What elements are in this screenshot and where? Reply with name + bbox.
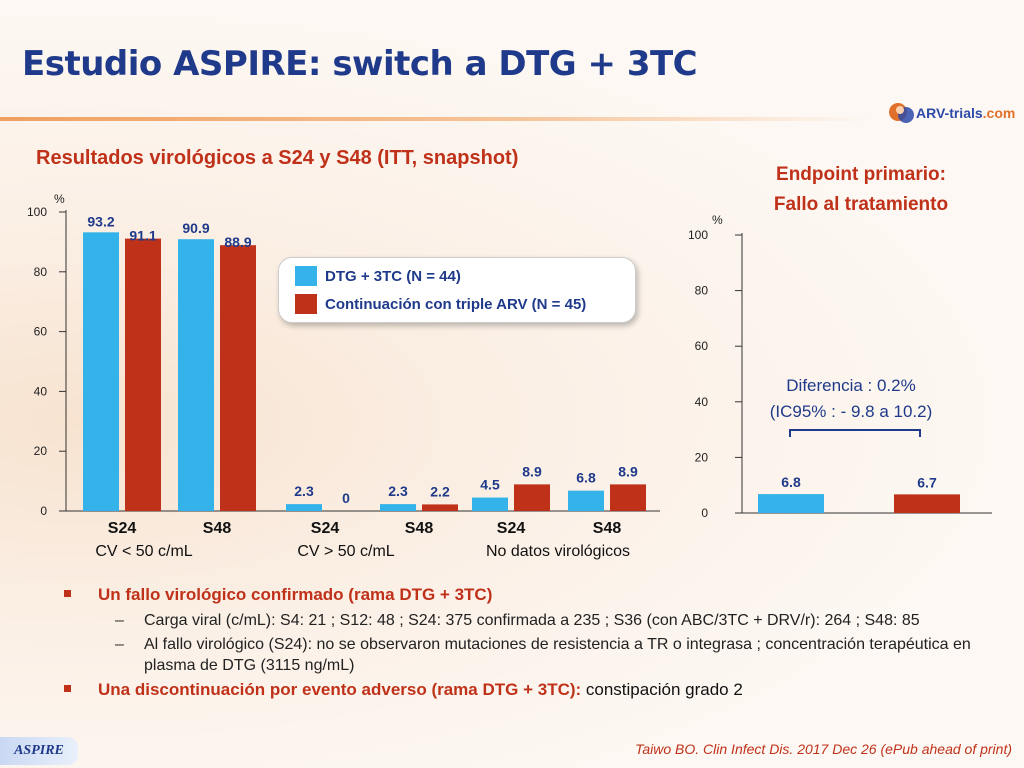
bullet-2-bold: Una discontinuación por evento adverso (…	[98, 680, 582, 699]
arv-trials-logo-icon	[889, 103, 914, 123]
endpoint-y-axis-unit: %	[712, 213, 723, 227]
endpoint-bar-triple	[894, 494, 960, 513]
group-label: CV > 50 c/mL	[297, 543, 394, 560]
data-label-triple: 8.9	[522, 463, 542, 479]
bar-dtg	[178, 239, 214, 512]
y-tick-label: 100	[27, 205, 47, 219]
y-tick-label: 20	[34, 444, 48, 458]
bar-dtg	[286, 504, 322, 511]
y-axis-unit: %	[54, 192, 65, 206]
difference-bracket	[789, 429, 921, 437]
group-label: CV < 50 c/mL	[95, 543, 192, 560]
bar-triple	[610, 484, 646, 511]
sub-bullet-viral-load: – Carga viral (c/mL): S4: 21 ; S12: 48 ;…	[60, 610, 1000, 631]
legend-swatch-dtg	[295, 266, 317, 286]
bullet-square-icon	[64, 685, 71, 692]
legend-item-dtg: DTG + 3TC (N = 44)	[295, 266, 461, 286]
logo-main: ARV-trials	[916, 105, 983, 121]
endpoint-y-tick-label: 40	[695, 395, 709, 409]
sub-bullet-resistance: – Al fallo virológico (S24): no se obser…	[60, 634, 1000, 676]
data-label-triple: 88.9	[224, 234, 251, 250]
sub-bullet-2-text: Al fallo virológico (S24): no se observa…	[144, 636, 971, 674]
y-tick-label: 40	[34, 384, 48, 398]
bar-dtg	[380, 504, 416, 511]
data-label-triple: 2.2	[430, 483, 450, 499]
endpoint-bar-dtg	[758, 494, 824, 513]
bullet-discontinuation: Una discontinuación por evento adverso (…	[60, 679, 1000, 701]
dash-icon: –	[115, 612, 124, 629]
data-label-dtg: 2.3	[294, 483, 314, 499]
bullet-1-text: Un fallo virológico confirmado (rama DTG…	[98, 585, 493, 604]
legend-swatch-triple	[295, 294, 317, 314]
endpoint-y-tick-label: 80	[695, 284, 709, 298]
y-tick-label: 80	[34, 265, 48, 279]
y-tick-label: 60	[34, 325, 48, 339]
endpoint-y-tick-label: 60	[695, 339, 709, 353]
category-label: S24	[497, 520, 526, 537]
bar-triple	[422, 504, 458, 511]
category-label: S24	[311, 520, 340, 537]
title-divider	[0, 117, 870, 121]
data-label-dtg: 90.9	[182, 220, 209, 236]
category-label: S24	[108, 520, 137, 537]
bar-triple	[514, 484, 550, 511]
study-tag: ASPIRE	[0, 737, 78, 765]
difference-line-2: (IC95% : - 9.8 a 10.2)	[769, 402, 933, 421]
endpoint-label-dtg: 6.8	[781, 474, 801, 490]
logo-text: ARV-trials.com	[916, 105, 1015, 121]
y-tick-label: 0	[40, 504, 47, 518]
category-label: S48	[593, 520, 622, 537]
difference-line-1: Diferencia : 0.2%	[786, 376, 916, 395]
bullet-2-tail: constipación grado 2	[581, 680, 743, 699]
bar-triple	[125, 238, 161, 511]
endpoint-title-line-1: Endpoint primario:	[776, 164, 946, 185]
data-label-triple: 8.9	[618, 463, 638, 479]
category-label: S48	[203, 520, 232, 537]
slide-title: Estudio ASPIRE: switch a DTG + 3TC	[22, 44, 698, 84]
chart-legend: DTG + 3TC (N = 44) Continuación con trip…	[278, 257, 636, 323]
data-label-triple: 0	[342, 490, 350, 506]
data-label-triple: 91.1	[129, 228, 156, 244]
bar-dtg	[568, 490, 604, 511]
legend-label-dtg: DTG + 3TC (N = 44)	[325, 267, 461, 285]
difference-annotation: Diferencia : 0.2% (IC95% : - 9.8 a 10.2)	[736, 373, 966, 425]
endpoint-y-tick-label: 20	[695, 450, 709, 464]
bullet-square-icon	[64, 590, 71, 597]
category-label: S48	[405, 520, 434, 537]
sub-bullet-1-text: Carga viral (c/mL): S4: 21 ; S12: 48 ; S…	[144, 612, 920, 629]
reference-citation: Taiwo BO. Clin Infect Dis. 2017 Dec 26 (…	[635, 741, 1012, 757]
data-label-dtg: 93.2	[87, 213, 114, 229]
bar-dtg	[472, 497, 508, 511]
data-label-dtg: 6.8	[576, 470, 596, 486]
bar-dtg	[83, 232, 119, 511]
endpoint-label-triple: 6.7	[917, 474, 937, 490]
legend-item-triple: Continuación con triple ARV (N = 45)	[295, 294, 586, 314]
logo-suffix: .com	[982, 105, 1016, 121]
endpoint-y-tick-label: 0	[701, 506, 708, 520]
endpoint-y-tick-label: 100	[688, 228, 708, 242]
endpoint-title: Endpoint primario: Fallo al tratamiento	[730, 160, 992, 220]
endpoint-title-line-2: Fallo al tratamiento	[773, 194, 949, 215]
data-label-dtg: 4.5	[480, 477, 500, 493]
legend-label-triple: Continuación con triple ARV (N = 45)	[325, 295, 587, 313]
data-label-dtg: 2.3	[388, 483, 408, 499]
bar-triple	[220, 245, 256, 511]
bullet-confirmed-failure: Un fallo virológico confirmado (rama DTG…	[60, 584, 1000, 606]
group-label: No datos virológicos	[486, 543, 630, 560]
dash-icon: –	[115, 636, 124, 653]
notes: Un fallo virológico confirmado (rama DTG…	[60, 584, 1000, 705]
chart-title: Resultados virológicos a S24 y S48 (ITT,…	[36, 147, 519, 169]
